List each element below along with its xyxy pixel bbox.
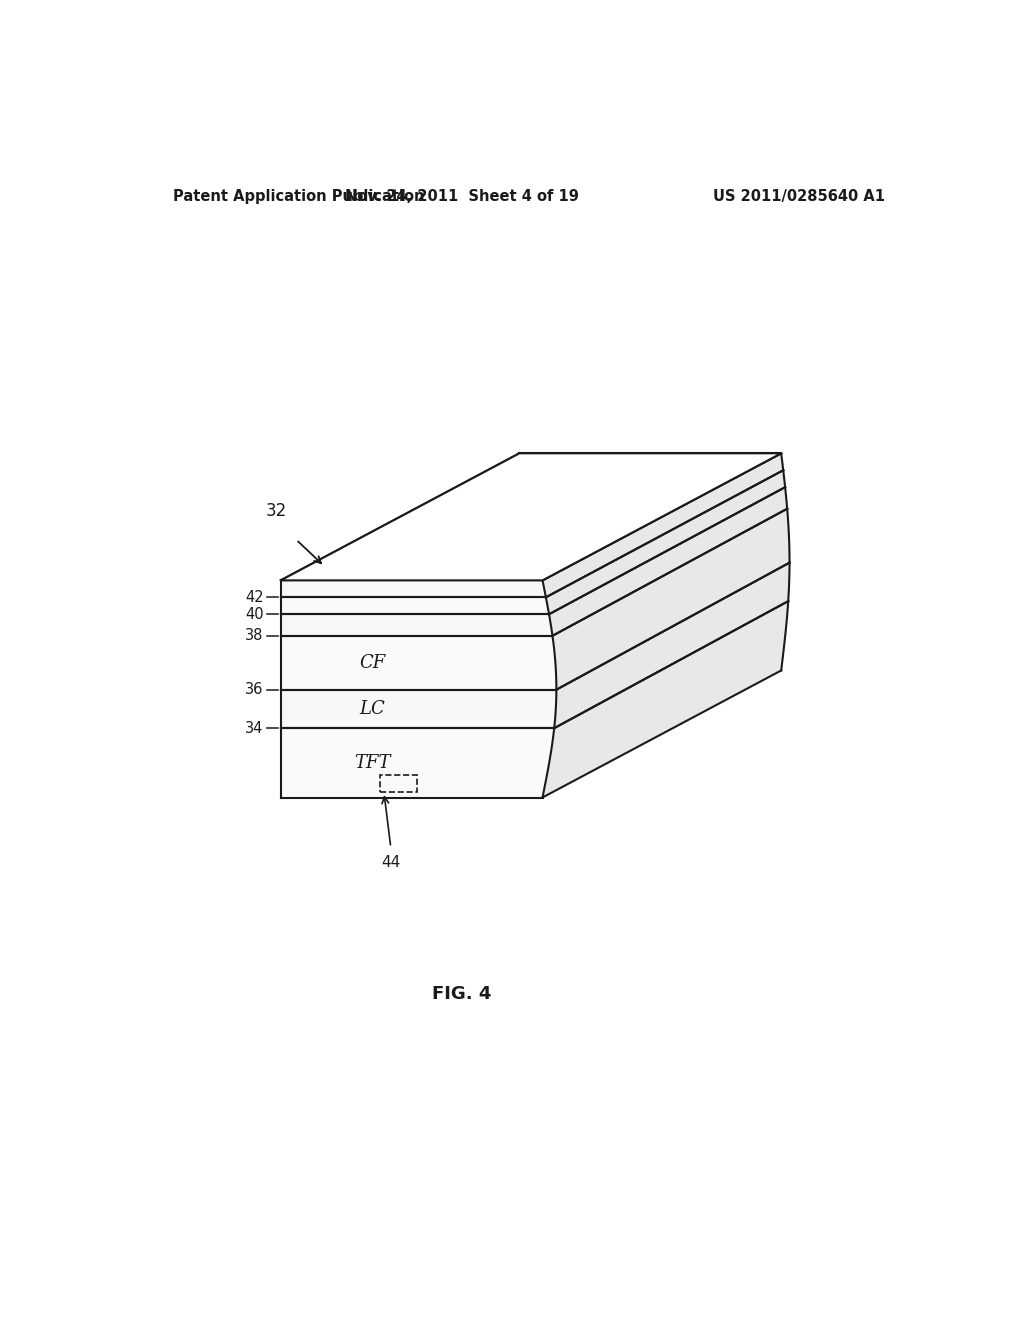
Polygon shape bbox=[549, 487, 787, 636]
Polygon shape bbox=[281, 453, 781, 581]
Text: TFT: TFT bbox=[354, 754, 390, 772]
Text: 32: 32 bbox=[265, 503, 287, 520]
Polygon shape bbox=[281, 729, 554, 797]
Polygon shape bbox=[281, 453, 781, 581]
Polygon shape bbox=[281, 598, 549, 614]
Text: Nov. 24, 2011  Sheet 4 of 19: Nov. 24, 2011 Sheet 4 of 19 bbox=[345, 189, 579, 205]
Polygon shape bbox=[281, 689, 556, 729]
Text: LC: LC bbox=[359, 700, 385, 718]
Polygon shape bbox=[281, 581, 546, 598]
Text: 34: 34 bbox=[246, 721, 264, 735]
Polygon shape bbox=[543, 601, 788, 797]
Polygon shape bbox=[554, 562, 790, 729]
Text: 38: 38 bbox=[246, 628, 264, 643]
Text: FIG. 4: FIG. 4 bbox=[432, 985, 492, 1003]
Text: 36: 36 bbox=[246, 682, 264, 697]
Text: Patent Application Publication: Patent Application Publication bbox=[173, 189, 424, 205]
Polygon shape bbox=[553, 508, 790, 689]
Polygon shape bbox=[543, 453, 783, 598]
Text: CF: CF bbox=[359, 653, 385, 672]
Polygon shape bbox=[546, 470, 785, 614]
Polygon shape bbox=[281, 614, 553, 636]
Polygon shape bbox=[281, 636, 556, 689]
Text: 40: 40 bbox=[245, 607, 264, 622]
Bar bbox=[380, 775, 417, 792]
Text: 44: 44 bbox=[381, 855, 400, 870]
Text: 42: 42 bbox=[245, 590, 264, 605]
Text: US 2011/0285640 A1: US 2011/0285640 A1 bbox=[713, 189, 885, 205]
